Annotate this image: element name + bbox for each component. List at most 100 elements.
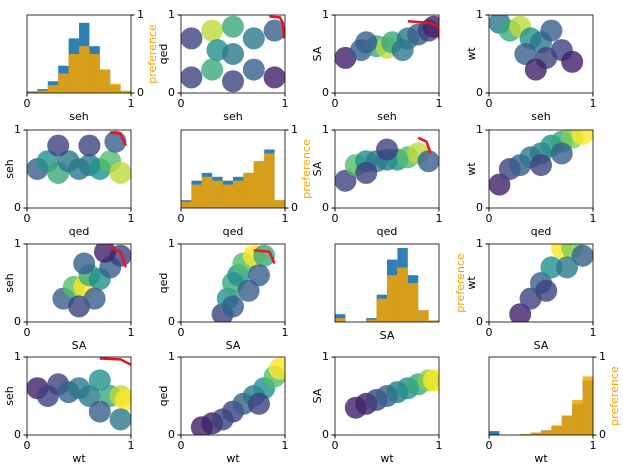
preference-bar [387, 275, 398, 322]
plot-area [344, 369, 439, 419]
preference-bar [243, 172, 254, 208]
preference-bar [120, 90, 131, 93]
density-cell [222, 70, 244, 93]
density-cell [78, 134, 101, 157]
panel: 0 1 0 1 SA qed [157, 237, 289, 352]
y-axis-label: SA [311, 388, 324, 403]
x-axis-label: seh [377, 110, 396, 123]
panel: 0 1 0 1 qed seh [3, 123, 135, 238]
axes-frame [180, 243, 286, 323]
x-tick-label: 0 [24, 326, 31, 339]
preference-bar [253, 161, 265, 208]
density-cell [73, 252, 96, 275]
preference-bar [79, 46, 90, 93]
density-cell [422, 15, 439, 38]
density-cell [88, 400, 111, 423]
y-axis-label: seh [3, 386, 16, 405]
axes-frame [180, 129, 286, 209]
y-axis-label: preference [608, 366, 621, 426]
density-cell [268, 357, 285, 380]
preference-bar [376, 298, 387, 322]
y-tick-label: 1 [168, 350, 175, 363]
preference-bar [264, 153, 275, 208]
y-axis-label: qed [157, 273, 170, 294]
x-tick-label: 0 [178, 212, 185, 225]
density-cell [355, 161, 378, 184]
y-tick-label: 1 [476, 237, 483, 250]
density-cell [83, 287, 106, 310]
pareto-front [99, 357, 131, 366]
preference-bar [407, 283, 419, 322]
axes-frame [26, 356, 132, 436]
density-cell [109, 161, 131, 184]
preference-bar [37, 90, 48, 93]
x-tick-label: 0 [486, 439, 493, 452]
pareto-front [269, 15, 285, 39]
x-tick-label: 0 [486, 326, 493, 339]
y-tick-label: 1 [476, 123, 483, 136]
x-axis-label: seh [531, 110, 550, 123]
y-tick-label: 0 [168, 86, 175, 99]
x-tick-label: 1 [282, 97, 289, 110]
plot-area [489, 130, 593, 196]
y-axis-label: wt [465, 162, 478, 176]
density-cell [109, 408, 131, 431]
y-tick-label: 0 [291, 201, 298, 214]
pareto-front [417, 136, 432, 154]
plot-area [181, 149, 285, 208]
density-cell [550, 142, 573, 165]
y-tick-label: 0 [322, 86, 329, 99]
y-tick-label: 0 [14, 315, 21, 328]
x-tick-label: 1 [436, 97, 443, 110]
density-cell [248, 264, 270, 287]
x-axis-label: SA [72, 339, 87, 352]
x-axis-label: qed [69, 225, 90, 238]
density-cell [417, 150, 439, 173]
density-cell [376, 138, 398, 161]
x-tick-label: 1 [128, 439, 135, 452]
panel: 0 1 0 1 SA seh [3, 237, 135, 352]
preference-bar [181, 201, 192, 208]
pareto-front [109, 246, 127, 268]
plot-area [27, 22, 131, 93]
axes-frame [488, 14, 594, 94]
pareto-front [407, 19, 439, 39]
axes-frame [26, 129, 132, 209]
x-tick-label: 1 [436, 212, 443, 225]
density-cell [391, 39, 414, 62]
preference-bar [274, 200, 285, 208]
x-tick-label: 1 [128, 326, 135, 339]
axes-frame [180, 14, 286, 94]
panel: 0 1 0 1 seh qed [157, 8, 289, 123]
preference-bar [572, 399, 583, 435]
x-tick-label: 0 [332, 212, 339, 225]
x-tick-label: 0 [332, 97, 339, 110]
y-tick-label: 0 [322, 428, 329, 441]
density-cell [571, 130, 593, 145]
panel: 0 1 0 1 wt qed [157, 350, 289, 465]
y-tick-label: 1 [14, 350, 21, 363]
axes-frame [334, 243, 440, 323]
density-cell [263, 19, 285, 42]
pareto-front [253, 248, 276, 265]
axes-frame [488, 129, 594, 209]
plot-area [52, 244, 131, 318]
y-tick-label: 0 [14, 428, 21, 441]
y-tick-label: 1 [476, 8, 483, 21]
y-axis-label: seh [3, 273, 16, 292]
plot-area [27, 130, 131, 184]
density-cell [335, 169, 357, 192]
preference-bar [335, 318, 346, 322]
preference-bar [397, 267, 408, 322]
x-tick-label: 0 [24, 97, 31, 110]
preference-bar [530, 432, 541, 435]
y-axis-label: wt [465, 276, 478, 290]
preference-bar [47, 85, 59, 93]
y-axis-label: seh [3, 159, 16, 178]
density-cell [222, 43, 244, 65]
y-tick-label: 0 [599, 428, 606, 441]
plot-area [489, 376, 593, 435]
x-tick-label: 0 [24, 439, 31, 452]
axes-frame [488, 243, 594, 323]
